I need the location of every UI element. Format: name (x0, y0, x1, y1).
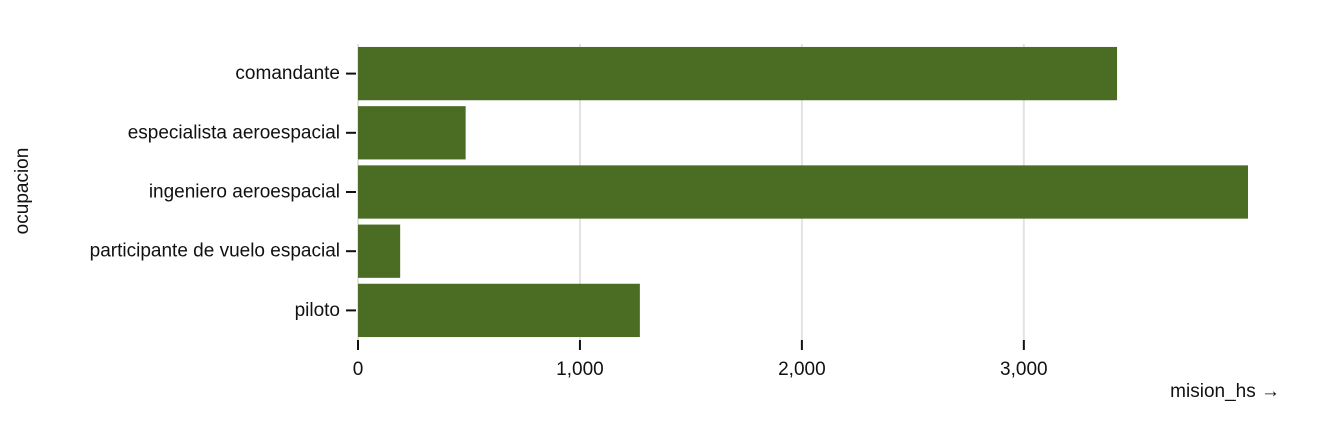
y-tick-label: ingeniero aeroespacial (149, 182, 340, 203)
bar (358, 224, 401, 278)
y-tick-label: piloto (295, 300, 340, 321)
y-tick-label: especialista aeroespacial (128, 122, 340, 143)
x-tick-label: 2,000 (778, 359, 826, 380)
x-axis: 0 1,000 2,000 3,000 (353, 340, 1048, 380)
x-tick-label: 1,000 (556, 359, 604, 380)
x-tick-label: 3,000 (1000, 359, 1048, 380)
x-axis-title: mision_hs → (1170, 381, 1280, 402)
bar (358, 165, 1248, 219)
y-axis-title: ocupacion (12, 148, 33, 235)
y-tick-label: comandante (235, 63, 340, 84)
y-tick-label: participante de vuelo espacial (90, 241, 340, 262)
y-axis: comandante especialista aeroespacial ingen… (90, 63, 356, 321)
x-tick-label: 0 (353, 359, 364, 380)
bar (358, 106, 466, 160)
bar (358, 46, 1118, 101)
bars (358, 46, 1248, 338)
bar (358, 283, 640, 338)
